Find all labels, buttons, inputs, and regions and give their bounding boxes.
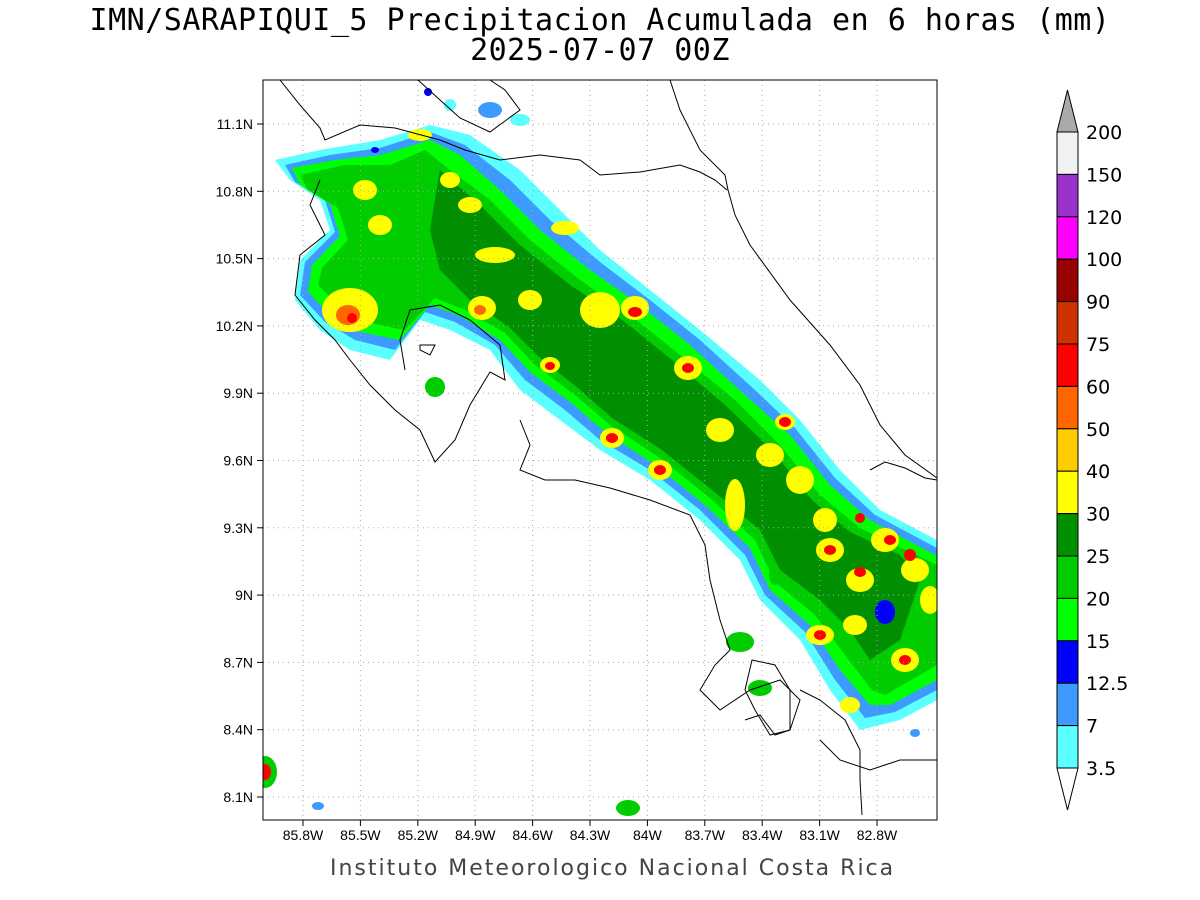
colorbar-label: 25 [1086,546,1110,568]
panama-coast [869,461,937,481]
map-frame [262,79,938,821]
colorbar-segment [1056,301,1079,345]
colorbar-label: 12.5 [1086,673,1128,695]
colorbar-segment [1056,258,1079,303]
colorbar: 3.5 7 12.5 15 20 25 30 40 50 60 75 90 100 120 150 200 [1056,89,1128,811]
pacific-coast-central [519,419,801,736]
map-datetime: 2025-07-07 00Z [470,33,730,68]
colorbar-label: 20 [1086,588,1110,610]
colorbar-segment [1056,89,1079,133]
colorbar-segment [1056,216,1079,260]
colorbar-segment [1056,385,1079,430]
colorbar-label: 150 [1086,164,1122,186]
colorbar-label: 120 [1086,207,1122,229]
lon-tick-label: 84W [633,827,663,843]
lat-tick-label: 9.3N [223,520,253,536]
lat-tick-label: 9N [235,587,253,603]
pacific-coast-north [294,179,506,463]
colorbar-segment [1056,513,1079,557]
colorbar-label: 90 [1086,292,1110,314]
colorbar-segment [1056,640,1079,684]
lon-tick-label: 85.8W [283,827,324,843]
lon-tick-label: 85.2W [398,827,439,843]
lat-tick-label: 8.7N [223,654,253,670]
lon-tick-label: 84.6W [512,827,553,843]
footer-credit: Instituto Meteorologico Nacional Costa R… [330,856,896,881]
rain-cells-scattered [263,99,920,816]
colorbar-label: 200 [1086,122,1122,144]
nicoya-gulf [419,344,436,356]
lat-tick-label: 10.8N [216,183,253,199]
lat-tick-label: 8.1N [223,789,253,805]
longitude-axis: 85.8W 85.5W 85.2W 84.9W 84.6W 84.3W 84W 83.7W 83… [283,820,898,843]
lake-nicaragua [417,80,521,133]
colorbar-segment [1056,173,1079,218]
lat-tick-label: 11.1N [217,116,253,132]
colorbar-label: 50 [1086,419,1110,441]
lon-tick-label: 83.1W [799,827,840,843]
lat-tick-label: 10.5N [216,251,253,267]
colorbar-segment [1056,555,1079,599]
lon-tick-label: 82.8W [857,827,898,843]
colorbar-label: 60 [1086,376,1110,398]
lat-tick-label: 8.4N [223,722,253,738]
lat-tick-label: 9.9N [223,385,253,401]
precipitation-field [263,88,937,816]
lat-tick-label: 9.6N [223,453,253,469]
coastlines [279,80,937,816]
rain-cores-12-5 [371,88,895,624]
colorbar-label: 3.5 [1086,758,1116,780]
colorbar-segment [1056,725,1079,769]
rain-band-25 [430,170,920,660]
colorbar-label: 30 [1086,504,1110,526]
colorbar-segment [1056,597,1079,642]
colorbar-segment [1056,682,1079,727]
nicaragua-border [279,80,728,191]
map-gridlines [263,80,937,820]
colorbar-label: 75 [1086,334,1110,356]
colorbar-label: 7 [1086,716,1098,738]
panama-pacific-coast [819,739,937,771]
osa-peninsula [744,659,791,736]
colorbar-segment [1056,428,1079,472]
latitude-axis: 11.1N 10.8N 10.5N 10.2N 9.9N 9.6N 9.3N 9N 8.7N 8.… [216,116,263,805]
colorbar-segment [1056,767,1079,811]
colorbar-segment [1056,470,1079,515]
colorbar-label: 100 [1086,249,1122,271]
colorbar-segment [1056,343,1079,387]
caribbean-coast [669,80,937,479]
colorbar-label: 40 [1086,461,1110,483]
lon-tick-label: 83.7W [685,827,726,843]
lon-tick-label: 84.3W [570,827,611,843]
map-title: IMN/SARAPIQUI_5 Precipitacion Acumulada … [89,3,1111,38]
lat-tick-label: 10.2N [216,318,253,334]
lon-tick-label: 84.9W [455,827,496,843]
colorbar-label: 15 [1086,631,1110,653]
colorbar-segment [1056,131,1079,175]
lon-tick-label: 85.5W [340,827,381,843]
panama-border [799,689,863,816]
lon-tick-label: 83.4W [742,827,783,843]
